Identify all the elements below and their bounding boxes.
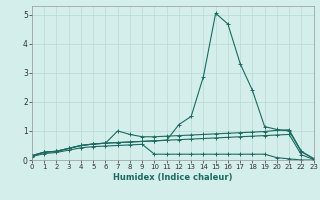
X-axis label: Humidex (Indice chaleur): Humidex (Indice chaleur) — [113, 173, 233, 182]
